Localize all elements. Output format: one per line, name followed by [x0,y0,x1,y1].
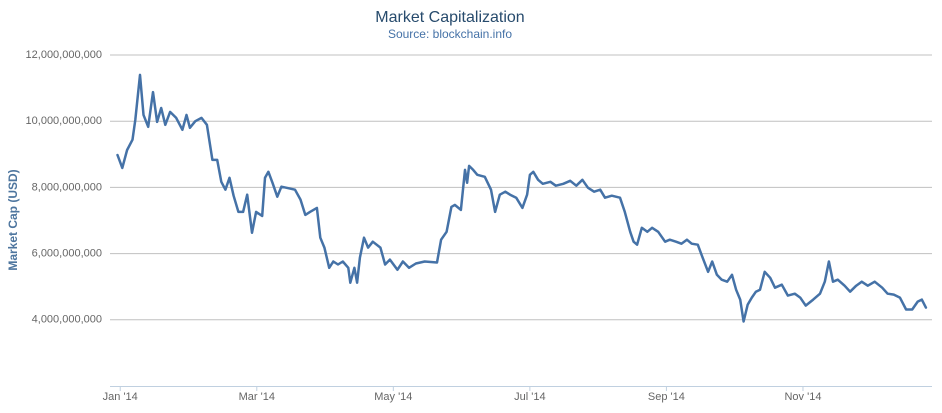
x-tick-label: Sep '14 [648,391,685,403]
x-tick-label: May '14 [374,391,412,403]
y-axis-label: Market Cap (USD) [6,169,20,270]
data-line [116,73,928,323]
y-tick-label: 8,000,000,000 [32,181,102,193]
y-tick-label: 10,000,000,000 [26,115,102,127]
y-tick-label: 12,000,000,000 [26,49,102,61]
y-tick-label: 6,000,000,000 [32,248,102,260]
x-tick-label: Nov '14 [784,391,821,403]
x-tick-label: Jul '14 [514,391,545,403]
chart-title: Market Capitalization [375,9,524,26]
y-tick-label: 4,000,000,000 [32,314,102,326]
x-tick-label: Mar '14 [239,391,275,403]
chart-subtitle: Source: blockchain.info [388,27,512,41]
x-tick-label: Jan '14 [103,391,138,403]
